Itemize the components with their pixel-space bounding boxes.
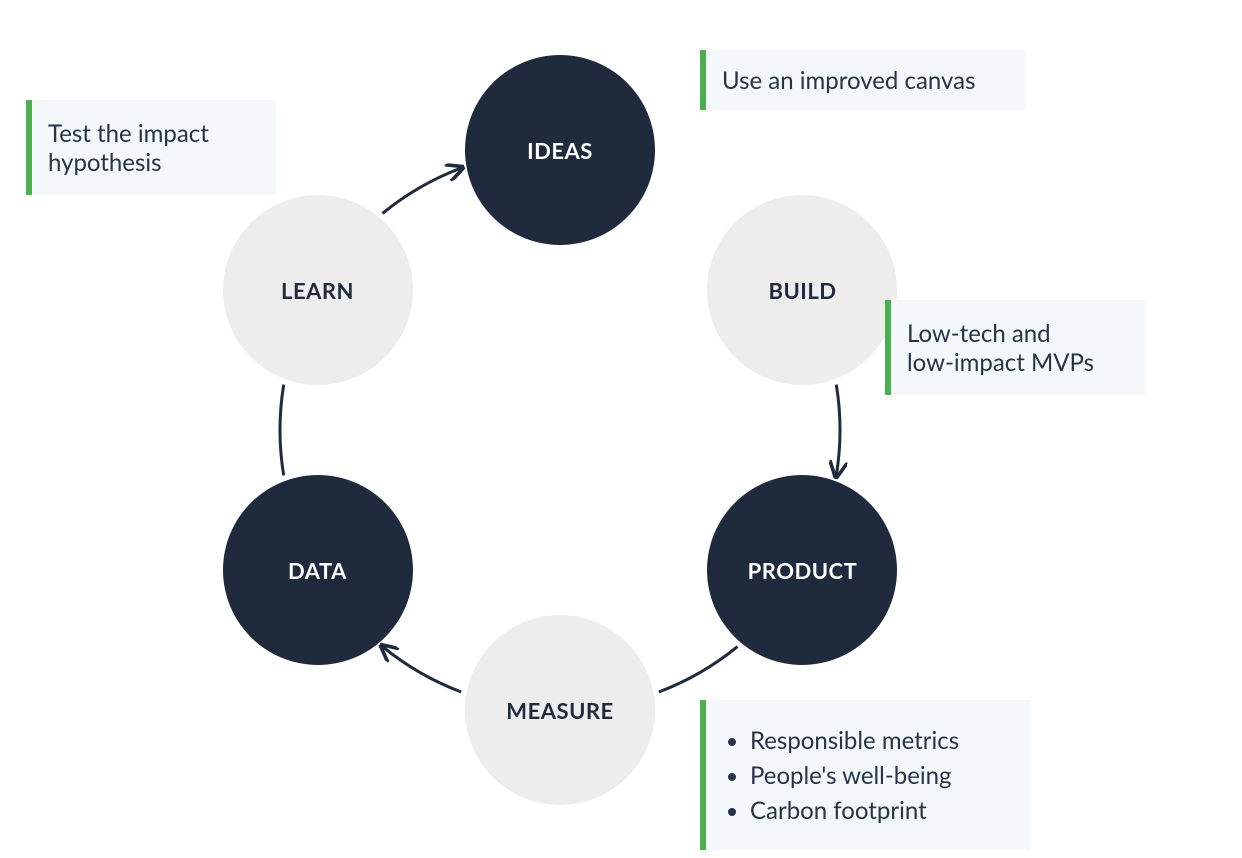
node-data: DATA: [223, 475, 413, 665]
arc-build-to-product: [836, 385, 840, 476]
arc-product-to-measure: [659, 647, 738, 692]
build-callout: Low-tech andlow-impact MVPs: [885, 300, 1145, 395]
node-label: BUILD: [768, 277, 836, 304]
callout-bullet: Responsible metrics: [750, 726, 1014, 755]
node-label: IDEAS: [527, 137, 593, 164]
arc-learn-to-ideas: [383, 168, 462, 213]
ideas-callout: Use an improved canvas: [700, 50, 1025, 110]
callout-line: Low-tech and: [907, 319, 1129, 348]
node-build: BUILD: [707, 195, 897, 385]
node-label: MEASURE: [506, 697, 613, 724]
node-learn: LEARN: [223, 195, 413, 385]
node-measure: MEASURE: [465, 615, 655, 805]
callout-line: low-impact MVPs: [907, 348, 1129, 377]
callout-line: Test the impact: [48, 119, 260, 148]
node-label: LEARN: [281, 277, 354, 304]
callout-bullet: People's well-being: [750, 761, 1014, 790]
node-ideas: IDEAS: [465, 55, 655, 245]
measure-callout: Responsible metrics People's well-being Ca…: [700, 700, 1030, 850]
learn-callout: Test the impacthypothesis: [26, 100, 276, 195]
arc-measure-to-data: [383, 647, 462, 692]
callout-line: Use an improved canvas: [722, 66, 1009, 95]
cycle-diagram: IDEAS BUILD PRODUCT MEASURE DATA LEARN Use an …: [0, 0, 1242, 858]
callout-line: hypothesis: [48, 148, 260, 177]
callout-bullet-list: Responsible metrics People's well-being Ca…: [722, 720, 1014, 831]
arc-data-to-learn: [280, 385, 284, 476]
node-label: DATA: [288, 557, 347, 584]
node-label: PRODUCT: [748, 557, 858, 584]
callout-bullet: Carbon footprint: [750, 796, 1014, 825]
node-product: PRODUCT: [707, 475, 897, 665]
